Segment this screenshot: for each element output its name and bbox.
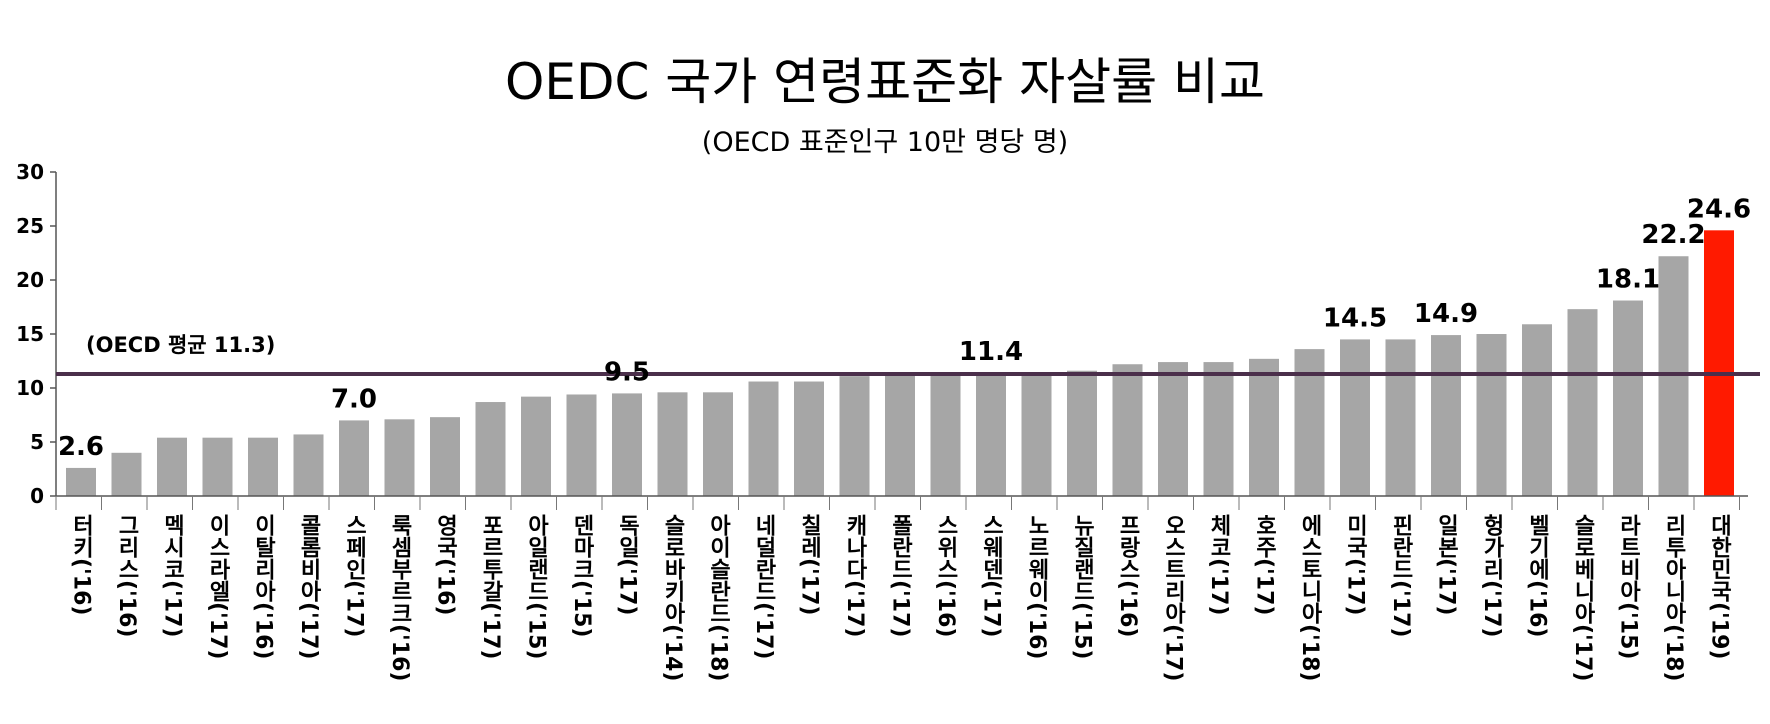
x-category-label: 그리스('16) (114, 514, 139, 637)
x-category-label: 스웨덴('17) (979, 514, 1004, 637)
bar (475, 402, 506, 496)
bar (976, 372, 1006, 496)
x-category-label: 리투아니아('18) (1661, 514, 1686, 681)
bar (293, 434, 324, 496)
bar (703, 392, 733, 496)
data-label: 14.5 (1323, 303, 1387, 333)
bar (1613, 300, 1643, 496)
y-tick-label: 30 (16, 160, 44, 184)
bar (1158, 362, 1188, 496)
y-tick-label: 20 (16, 268, 44, 292)
bar (1431, 335, 1461, 496)
bar (1203, 362, 1234, 496)
data-label: 24.6 (1687, 194, 1751, 224)
x-category-label: 슬로베니아('17) (1570, 514, 1595, 681)
x-category-label: 일본('17) (1434, 514, 1459, 615)
data-label: 9.5 (604, 357, 650, 387)
bar (521, 396, 551, 496)
bar (202, 437, 233, 496)
data-label: 14.9 (1414, 299, 1478, 329)
x-category-label: 독일('17) (615, 514, 640, 615)
bar (1385, 339, 1416, 496)
x-category-label: 네덜란드('17) (751, 514, 776, 659)
x-category-label: 라트비아('15) (1616, 514, 1641, 659)
bar (111, 452, 142, 496)
bar (157, 437, 187, 496)
x-category-label: 스페인('17) (342, 514, 367, 637)
bar (794, 381, 824, 496)
x-category-label: 멕시코('17) (160, 514, 185, 637)
chart-subtitle: (OECD 표준인구 10만 명당 명) (701, 127, 1069, 158)
x-category-label: 캐나다('17) (842, 514, 867, 637)
bar (1476, 334, 1507, 496)
bar (1249, 358, 1279, 496)
x-category-label: 오스트리아('17) (1161, 514, 1186, 681)
chart-title: OEDC 국가 연령표준화 자살률 비교 (505, 53, 1265, 111)
data-label: 7.0 (331, 384, 377, 414)
bar (1522, 324, 1552, 496)
x-category-label: 영국('16) (433, 514, 458, 615)
bar (657, 392, 688, 496)
bar (384, 419, 415, 496)
bar (1067, 370, 1097, 496)
y-tick-label: 10 (16, 376, 44, 400)
x-category-label: 칠레('17) (797, 514, 822, 615)
data-label: 11.4 (959, 337, 1023, 367)
bar (839, 376, 870, 496)
bar (430, 417, 460, 496)
data-label: 22.2 (1641, 220, 1705, 250)
x-category-label: 벨기에('16) (1525, 514, 1550, 637)
data-label: 2.6 (58, 432, 104, 462)
x-category-label: 슬로바키아('14) (660, 514, 685, 681)
x-category-label: 아일랜드('15) (524, 514, 549, 659)
bar (1340, 339, 1370, 496)
bar (1567, 309, 1598, 496)
bar (612, 393, 642, 496)
y-tick-label: 0 (30, 484, 44, 508)
x-category-label: 미국('17) (1343, 514, 1368, 615)
bar (66, 467, 96, 496)
x-category-label: 아이슬란드('18) (706, 514, 731, 681)
x-category-label: 이탈리아('16) (251, 514, 276, 659)
bar (1704, 230, 1734, 496)
bar (248, 437, 278, 496)
x-category-label: 에스토니아('18) (1297, 514, 1322, 681)
x-category-label: 콜롬비아('17) (296, 514, 321, 659)
bar (930, 373, 961, 496)
x-category-label: 터키('16) (69, 514, 94, 615)
bar (1294, 349, 1325, 496)
data-label: 18.1 (1596, 265, 1660, 295)
x-category-label: 스위스('16) (933, 514, 958, 637)
x-category-label: 노르웨이('16) (1024, 514, 1049, 659)
x-category-label: 포르투갈('17) (478, 514, 503, 659)
x-category-label: 프랑스('16) (1115, 514, 1140, 637)
y-tick-label: 25 (16, 214, 44, 238)
bar (1021, 372, 1052, 496)
bar (566, 394, 597, 496)
x-category-label: 체코('17) (1206, 514, 1231, 615)
x-category-label: 덴마크('15) (569, 514, 594, 637)
x-category-label: 폴란드('17) (888, 514, 913, 637)
x-category-label: 이스라엘('17) (205, 514, 230, 659)
oecd-average-label: (OECD 평균 11.3) (86, 333, 275, 357)
bar (1658, 256, 1689, 496)
y-tick-label: 5 (30, 430, 44, 454)
bar (748, 381, 779, 496)
bar (339, 420, 369, 496)
x-category-label: 룩셈부르크('16) (387, 514, 412, 681)
x-category-label: 호주('17) (1252, 514, 1277, 615)
bar (885, 375, 915, 496)
x-category-label: 핀란드('17) (1388, 514, 1413, 637)
x-category-label: 대한민국('19) (1707, 514, 1732, 659)
y-tick-label: 15 (16, 322, 44, 346)
bar (1112, 364, 1143, 496)
x-category-label: 헝가리('17) (1479, 514, 1504, 637)
x-category-label: 뉴질랜드('15) (1070, 514, 1095, 659)
